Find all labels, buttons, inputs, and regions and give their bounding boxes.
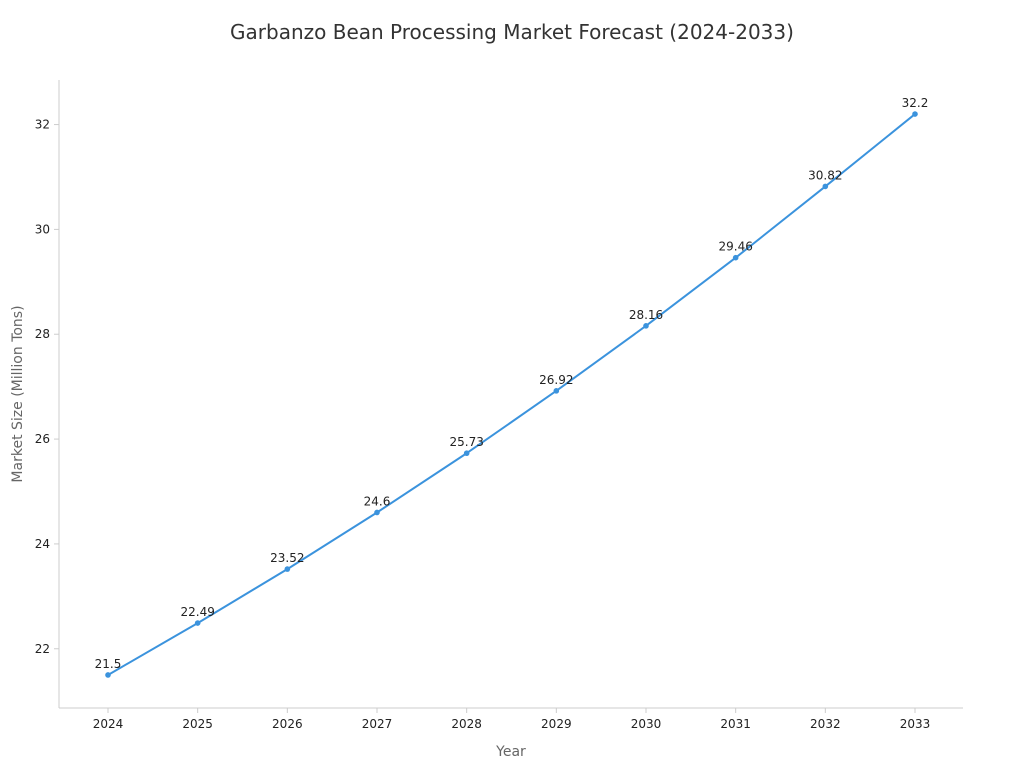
- data-point: [732, 254, 739, 261]
- data-point: [912, 111, 918, 117]
- data-point: [822, 183, 829, 190]
- x-tick-label: 2033: [900, 717, 931, 731]
- y-tick-label: 24: [35, 537, 50, 551]
- x-tick-label: 2030: [631, 717, 662, 731]
- x-tick-label: 2031: [720, 717, 751, 731]
- x-tick-label: 2026: [272, 717, 303, 731]
- data-label: 21.5: [95, 657, 122, 671]
- data-label: 24.6: [364, 494, 391, 508]
- y-tick-label: 30: [35, 222, 50, 236]
- data-label: 22.49: [180, 605, 214, 619]
- data-label: 23.52: [270, 551, 304, 565]
- data-point: [284, 566, 291, 572]
- data-point: [105, 672, 111, 678]
- x-axis-title: Year: [495, 744, 526, 760]
- x-axis-ticks: 2024 2025 2026 2027 2028 2029 2030 2031 2032 2033: [93, 708, 931, 731]
- y-tick-label: 26: [35, 432, 50, 446]
- data-point: [553, 388, 560, 394]
- data-label: 29.46: [718, 240, 752, 254]
- data-point: [374, 509, 380, 516]
- data-point: [463, 450, 470, 457]
- y-tick-label: 28: [35, 327, 50, 341]
- data-label: 32.2: [902, 96, 929, 110]
- series-group: 21.5 22.49 23.52 24.6 25.73 26.92 28.16 29.46 30…: [95, 96, 929, 678]
- y-axis-title: Market Size (Million Tons): [10, 305, 26, 482]
- chart-title: Garbanzo Bean Processing Market Forecast…: [230, 20, 794, 44]
- x-tick-label: 2028: [451, 717, 482, 731]
- x-tick-label: 2027: [362, 717, 393, 731]
- y-axis-ticks: 22 24 26 28 30 32: [35, 118, 59, 656]
- x-tick-label: 2032: [810, 717, 841, 731]
- data-point: [194, 620, 201, 626]
- series-line: [107, 113, 916, 676]
- y-tick-label: 22: [35, 642, 50, 656]
- data-label: 26.92: [539, 373, 573, 387]
- x-tick-label: 2024: [93, 717, 124, 731]
- data-label: 30.82: [808, 168, 842, 182]
- x-tick-label: 2025: [182, 717, 213, 731]
- data-point: [643, 323, 649, 329]
- y-tick-label: 32: [35, 118, 50, 132]
- x-tick-label: 2029: [541, 717, 572, 731]
- data-label: 25.73: [449, 435, 483, 449]
- data-label: 28.16: [629, 308, 663, 322]
